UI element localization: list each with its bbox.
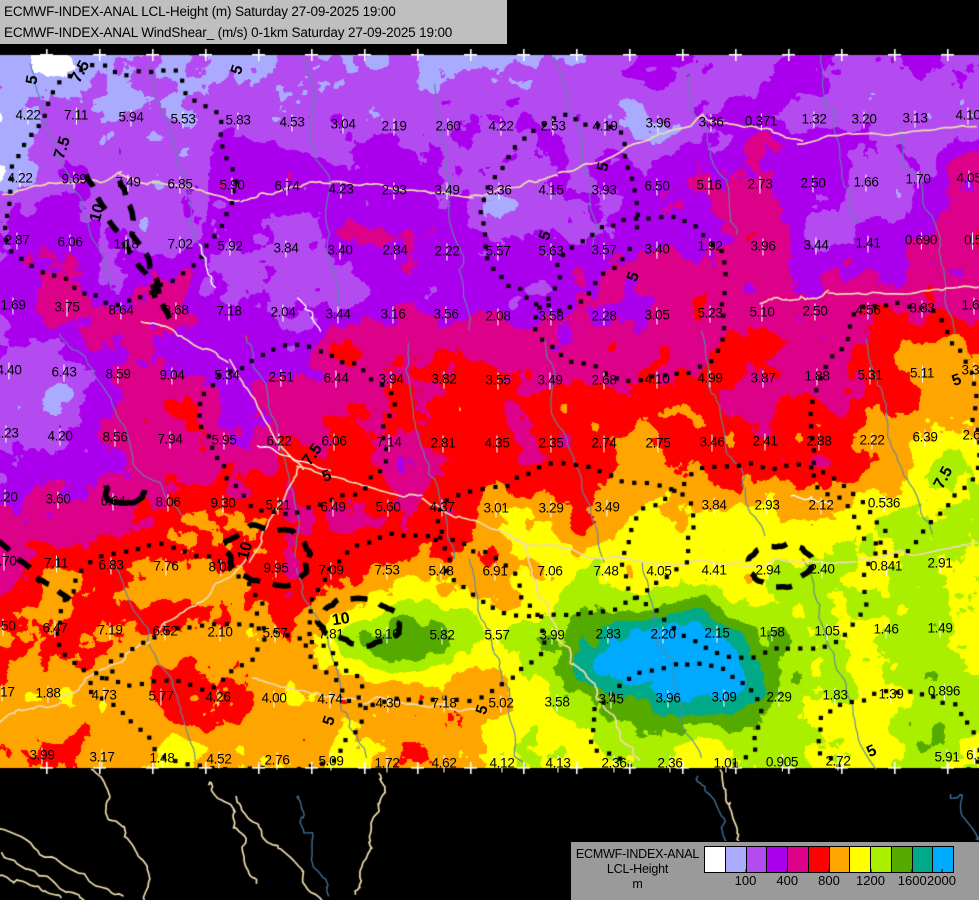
legend-swatch-8 — [871, 847, 892, 872]
legend-caption: ECMWF-INDEX-ANAL LCL-Height m — [571, 842, 704, 892]
legend-tick-row: 100 400 800 1200 1600 2000 — [704, 869, 956, 897]
legend-swatch-10 — [912, 847, 934, 872]
legend-unit: m — [632, 877, 643, 891]
legend-swatch-7 — [850, 847, 871, 872]
legend-tick-mark-2 — [828, 869, 830, 873]
legend-swatch-4 — [788, 847, 809, 872]
legend-tick-label-1: 400 — [776, 873, 799, 888]
legend-tick-label-5: 2000 — [927, 873, 956, 888]
legend-tick-mark-1 — [786, 869, 788, 873]
legend-swatch-9 — [891, 847, 913, 872]
legend-swatch-5 — [808, 847, 830, 872]
legend-tick-mark-0 — [745, 869, 746, 873]
legend-tick-label-0: 100 — [734, 873, 757, 888]
legend-swatch-6 — [829, 847, 851, 872]
legend-tick-label-2: 800 — [818, 873, 840, 888]
color-legend[interactable]: ECMWF-INDEX-ANAL LCL-Height m 100 400 800 1… — [570, 841, 979, 900]
legend-swatch-11 — [933, 847, 953, 872]
legend-swatch-2 — [746, 847, 768, 872]
title-line-windshear: ECMWF-INDEX-ANAL WindShear_ (m/s) 0-1km … — [4, 25, 453, 40]
legend-model-name: ECMWF-INDEX-ANAL — [575, 847, 700, 861]
legend-tick-mark-3 — [870, 869, 871, 873]
legend-tick-label-4: 1600 — [897, 873, 927, 888]
legend-scale: 100 400 800 1200 1600 2000 — [704, 842, 966, 897]
legend-tick-mark-5 — [941, 869, 942, 873]
legend-parameter-name: LCL-Height — [606, 862, 669, 876]
legend-swatch-1 — [725, 847, 747, 872]
legend-swatch-0 — [705, 847, 726, 872]
title-line-lcl: ECMWF-INDEX-ANAL LCL-Height (m) Saturday… — [4, 4, 396, 19]
legend-tick-label-3: 1200 — [856, 873, 885, 888]
legend-tick-mark-4 — [911, 869, 913, 873]
legend-swatch-3 — [767, 847, 788, 872]
map-title-box: ECMWF-INDEX-ANAL LCL-Height (m) Saturday… — [0, 0, 508, 45]
